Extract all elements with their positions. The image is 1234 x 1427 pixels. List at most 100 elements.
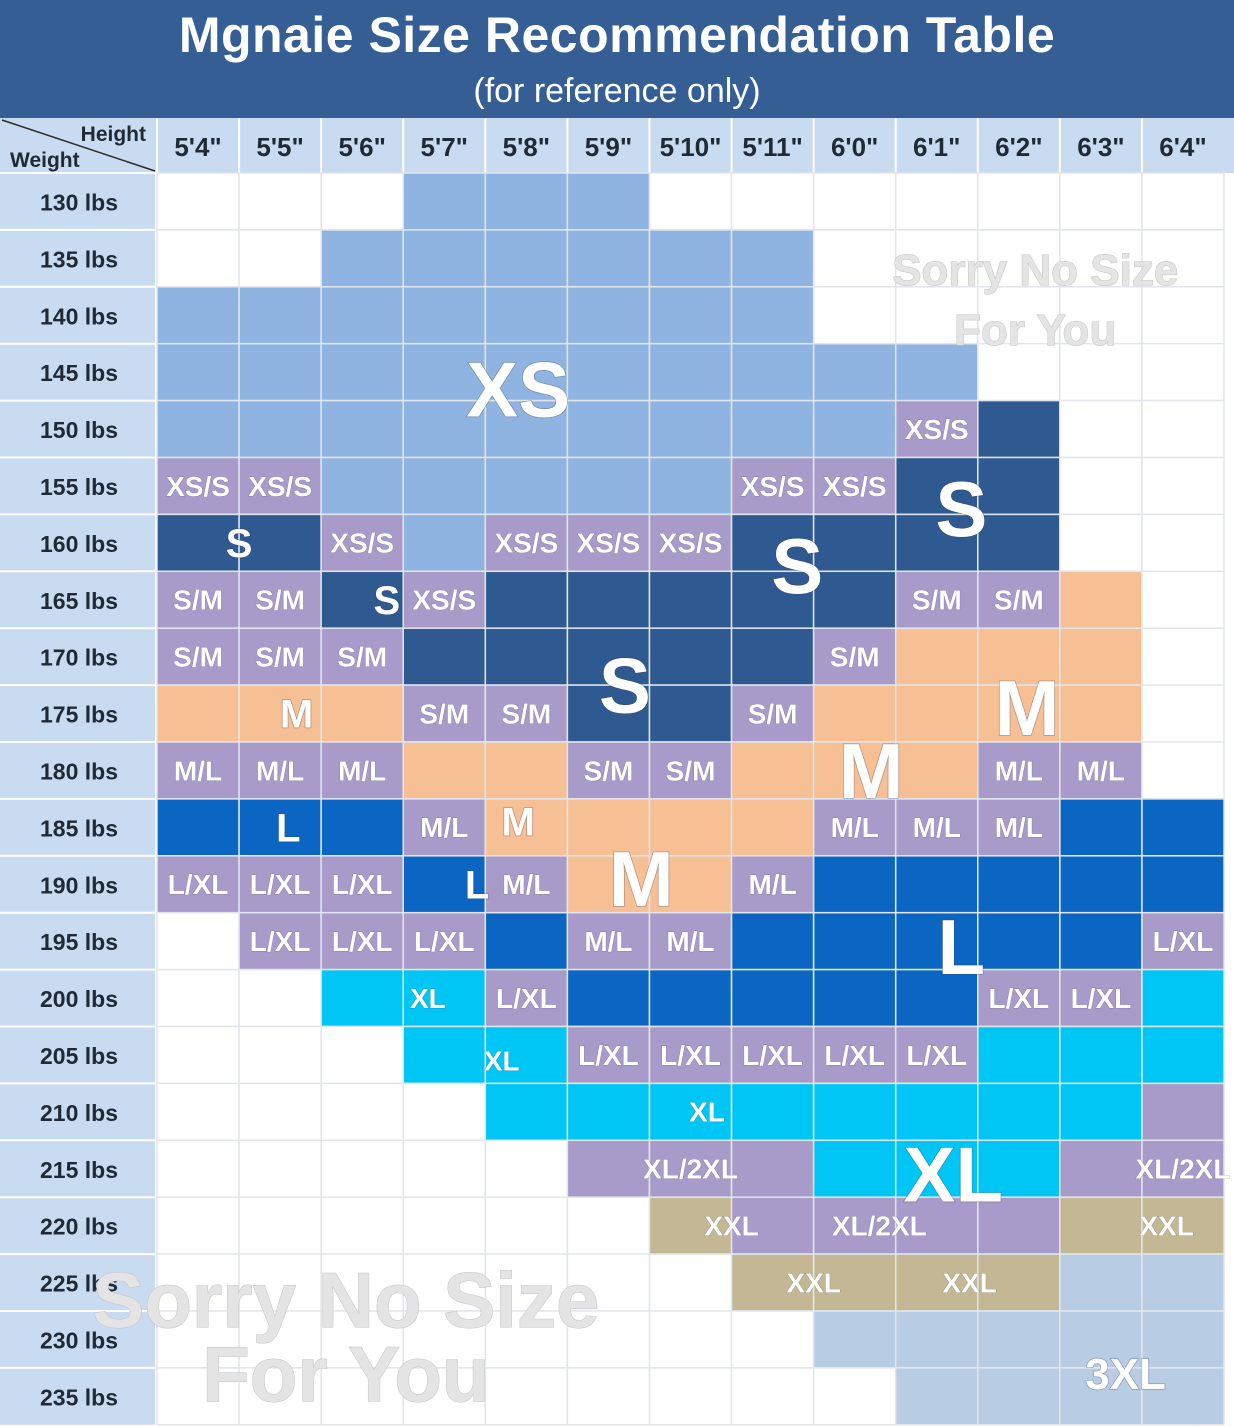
size-label: L/XL: [332, 869, 393, 900]
size-cell: [1141, 286, 1225, 345]
size-cell: [566, 855, 651, 914]
size-cell: [566, 1196, 651, 1255]
size-cell: [320, 684, 404, 743]
size-label: M: [501, 801, 534, 845]
size-label: M: [839, 727, 904, 815]
size-cell: [484, 172, 569, 231]
size-label: L/XL: [414, 926, 475, 957]
size-cell: [1059, 399, 1143, 459]
size-cell: [1059, 627, 1143, 686]
size-label: L/XL: [250, 869, 311, 900]
size-cell: [402, 1082, 487, 1142]
size-cell: [402, 1310, 487, 1369]
size-cell: [977, 570, 1061, 629]
row-header-label: 130 lbs: [40, 189, 118, 215]
size-cell: [156, 1196, 240, 1255]
size-label: XS/S: [166, 471, 230, 502]
size-cell: [320, 1082, 404, 1142]
row-header-label: 165 lbs: [40, 588, 118, 614]
size-cell: [1059, 1196, 1143, 1255]
size-label: XL/2XL: [1136, 1154, 1231, 1185]
size-cell: [320, 342, 404, 402]
size-label: L: [465, 863, 489, 907]
size-cell: [402, 855, 487, 914]
size-cell: [648, 798, 733, 857]
size-cell: [730, 399, 815, 459]
size-cell: [402, 1139, 487, 1198]
size-cell: [566, 1139, 651, 1198]
size-cell: [238, 513, 322, 573]
size-cell: [484, 1025, 569, 1085]
size-cell: [484, 1082, 569, 1142]
size-cell: [566, 229, 651, 288]
size-cell: [238, 798, 322, 857]
size-cell: [402, 456, 487, 516]
size-cell: [730, 172, 815, 231]
column-header-label: 5'4": [174, 132, 221, 162]
size-cell: [1059, 1082, 1143, 1142]
size-cell: [648, 172, 733, 231]
size-cell: [238, 172, 322, 231]
size-cell: [648, 286, 733, 345]
size-cell: [730, 456, 815, 516]
size-cell: [320, 627, 404, 686]
size-cell: [648, 456, 733, 516]
size-label: XL/2XL: [832, 1210, 927, 1241]
size-cell: [238, 229, 322, 288]
size-cell: [1141, 1025, 1225, 1085]
size-cell: [320, 172, 404, 231]
size-label: S: [771, 522, 823, 610]
size-label: XS: [466, 346, 570, 434]
row-header-label: 205 lbs: [40, 1043, 118, 1069]
row-header-label: 230 lbs: [40, 1327, 118, 1353]
size-cell: [894, 1196, 979, 1255]
size-cell: [894, 741, 979, 800]
size-cell: [566, 1367, 651, 1426]
size-cell: [730, 513, 815, 573]
row-header-label: 185 lbs: [40, 815, 118, 841]
size-cell: [977, 741, 1061, 800]
size-cell: [812, 627, 897, 686]
size-cell: [484, 1196, 569, 1255]
size-cell: [894, 172, 979, 231]
size-cell: [320, 570, 404, 629]
size-label: XL/2XL: [643, 1154, 738, 1185]
size-cell: [1059, 911, 1143, 971]
size-cell: [484, 456, 569, 516]
size-cell: [402, 229, 487, 288]
size-cell: [402, 1367, 487, 1426]
size-cell: [812, 1367, 897, 1426]
size-cell: [566, 968, 651, 1028]
size-cell: [484, 342, 569, 402]
size-cell: [156, 968, 240, 1028]
size-cell: [812, 1139, 897, 1198]
size-cell: [484, 286, 569, 345]
size-cell: [566, 172, 651, 231]
size-cell: [977, 855, 1061, 914]
row-header-label: 220 lbs: [40, 1214, 118, 1240]
size-label: M/L: [420, 812, 468, 843]
size-label: S: [599, 641, 651, 729]
size-cell: [977, 684, 1061, 743]
size-cell: [812, 741, 897, 800]
size-cell: [894, 342, 979, 402]
size-cell: [977, 1196, 1061, 1255]
size-cell: [1141, 684, 1225, 743]
size-cell: [894, 229, 979, 288]
size-cell: [894, 399, 979, 459]
size-cell: [320, 1196, 404, 1255]
size-cell: [894, 1025, 979, 1085]
size-label: L/XL: [989, 983, 1050, 1014]
size-cell: [894, 1367, 979, 1426]
size-cell: [320, 399, 404, 459]
size-cell: [1059, 855, 1143, 914]
size-cell: [730, 570, 815, 629]
row-header-label: 235 lbs: [40, 1384, 118, 1410]
size-cell: [1141, 968, 1225, 1028]
size-cell: [1141, 399, 1225, 459]
size-cell: [977, 1253, 1061, 1312]
size-cell: [484, 570, 569, 629]
size-cell: [730, 1139, 815, 1198]
size-cell: [648, 1253, 733, 1312]
